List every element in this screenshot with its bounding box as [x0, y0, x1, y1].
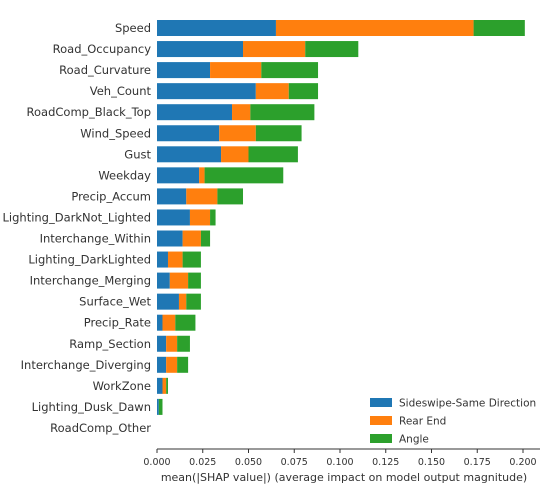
- bar-segment-sideswipe: [157, 146, 222, 163]
- legend-entry-label: Rear End: [399, 416, 446, 428]
- category-label: Precip_Accum: [71, 189, 151, 203]
- bar-segment-angle: [204, 167, 284, 184]
- bar-segment-rear-end: [162, 314, 176, 331]
- x-tick-label: 0.150: [418, 457, 445, 468]
- category-label: RoadComp_Other: [50, 421, 151, 435]
- category-labels: Speed Road_Occupancy Road_Curvature Veh_Cou…: [3, 21, 152, 435]
- bar-segment-sideswipe: [157, 230, 183, 247]
- category-label: Lighting_DarkNot_Lighted: [3, 210, 152, 224]
- bar-segment-angle: [261, 62, 319, 79]
- bar-segment-sideswipe: [157, 293, 179, 310]
- bar-segment-angle: [217, 188, 244, 205]
- legend-swatch: [370, 398, 392, 407]
- bar-segment-sideswipe: [157, 398, 159, 415]
- bar-segment-angle: [182, 251, 201, 268]
- x-tick-label: 0.175: [464, 457, 491, 468]
- legend: Sideswipe-Same Direction Rear End Angle: [370, 398, 536, 446]
- x-tick-label: 0.200: [509, 457, 536, 468]
- legend-swatch: [370, 416, 392, 425]
- bar-segment-rear-end: [178, 293, 187, 310]
- bar-segment-rear-end: [167, 251, 183, 268]
- bar-segment-rear-end: [221, 146, 249, 163]
- x-tick-label: 0.075: [281, 457, 308, 468]
- bar-segment-sideswipe: [157, 20, 276, 36]
- bar-segment-rear-end: [182, 230, 201, 247]
- category-label: Lighting_Dusk_Dawn: [32, 400, 151, 414]
- bar-segment-angle: [166, 377, 168, 394]
- category-label: RoadComp_Black_Top: [27, 105, 151, 119]
- category-label: Speed: [115, 21, 151, 35]
- legend-entry-label: Sideswipe-Same Direction: [399, 398, 536, 410]
- category-label: Interchange_Within: [40, 232, 151, 246]
- bar-segment-angle: [210, 209, 216, 226]
- bar-segment-rear-end: [255, 83, 289, 100]
- bar-segment-angle: [248, 146, 298, 163]
- bar-segment-rear-end: [232, 104, 251, 121]
- bar-segment-angle: [255, 125, 302, 142]
- bar-segment-rear-end: [219, 125, 256, 142]
- bar-segment-sideswipe: [157, 314, 163, 331]
- category-label: Lighting_DarkLighted: [28, 253, 151, 267]
- category-label: WorkZone: [93, 379, 151, 393]
- x-tick-label: 0.000: [143, 457, 170, 468]
- bar-segment-rear-end: [166, 335, 178, 352]
- x-tick-label: 0.100: [326, 457, 353, 468]
- bars-layer: [157, 20, 525, 415]
- bar-segment-rear-end: [199, 167, 205, 184]
- bar-segment-rear-end: [162, 377, 167, 394]
- category-label: Surface_Wet: [79, 295, 151, 309]
- bar-segment-angle: [158, 398, 163, 415]
- category-label: Wind_Speed: [80, 126, 151, 140]
- bar-segment-angle: [288, 83, 319, 100]
- bar-segment-sideswipe: [157, 251, 168, 268]
- bar-segment-sideswipe: [157, 335, 167, 352]
- bar-segment-sideswipe: [157, 41, 244, 58]
- bar-segment-angle: [175, 314, 196, 331]
- bar-segment-sideswipe: [157, 62, 211, 79]
- bar-segment-sideswipe: [157, 125, 220, 142]
- legend-swatch: [370, 434, 392, 443]
- bar-segment-sideswipe: [157, 356, 167, 373]
- category-label: Interchange_Merging: [30, 274, 151, 288]
- bar-segment-sideswipe: [157, 272, 170, 289]
- bar-segment-rear-end: [169, 272, 189, 289]
- category-label: Interchange_Diverging: [21, 358, 151, 372]
- bar-segment-angle: [473, 20, 525, 36]
- category-label: Gust: [124, 147, 151, 161]
- bar-segment-rear-end: [189, 209, 211, 226]
- bar-segment-rear-end: [186, 188, 218, 205]
- bar-segment-angle: [188, 272, 201, 289]
- bar-segment-rear-end: [243, 41, 306, 58]
- bar-segment-sideswipe: [157, 377, 163, 394]
- bar-segment-angle: [177, 335, 190, 352]
- legend-entry-label: Angle: [399, 434, 429, 446]
- category-label: Veh_Count: [90, 84, 152, 98]
- category-label: Ramp_Section: [69, 337, 151, 351]
- x-axis-label: mean(|SHAP value|) (average impact on mo…: [161, 471, 527, 484]
- category-label: Road_Curvature: [59, 63, 151, 77]
- bar-segment-sideswipe: [157, 167, 200, 184]
- x-tick-label: 0.125: [372, 457, 399, 468]
- category-label: Weekday: [98, 168, 151, 182]
- x-axis: 0.000 0.025 0.050 0.075 0.100 0.125 0.150 0.175…: [143, 448, 540, 468]
- bar-segment-sideswipe: [157, 209, 190, 226]
- x-tick-label: 0.050: [235, 457, 262, 468]
- bar-segment-angle: [186, 293, 201, 310]
- bar-segment-sideswipe: [157, 83, 256, 100]
- bar-segment-sideswipe: [157, 188, 187, 205]
- bar-segment-rear-end: [210, 62, 262, 79]
- bar-segment-sideswipe: [157, 104, 233, 121]
- bar-segment-rear-end: [166, 356, 178, 373]
- bar-segment-angle: [200, 230, 211, 247]
- category-label: Precip_Rate: [84, 316, 151, 330]
- category-label: Road_Occupancy: [53, 42, 152, 56]
- bar-segment-angle: [177, 356, 189, 373]
- bar-segment-angle: [250, 104, 315, 121]
- bar-segment-angle: [305, 41, 359, 58]
- bar-segment-rear-end: [275, 20, 474, 36]
- x-tick-label: 0.025: [189, 457, 216, 468]
